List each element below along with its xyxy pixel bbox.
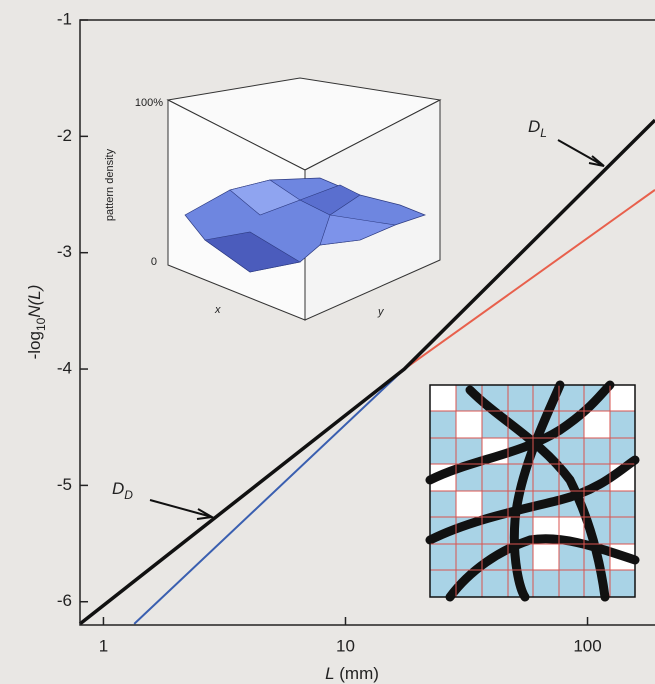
- x-label-part: (mm): [335, 664, 379, 683]
- y-tick-label: -4: [57, 359, 72, 378]
- annotation-part: D: [124, 488, 133, 502]
- y-label-part: N(L): [25, 285, 44, 318]
- x-tick-label: 10: [336, 636, 355, 655]
- inset-label: 100%: [135, 97, 163, 109]
- annotation-part: D: [112, 479, 124, 498]
- inset-label: y: [377, 306, 385, 318]
- line: [404, 190, 655, 369]
- annotation-part: L: [540, 126, 547, 140]
- y-tick-label: -1: [57, 9, 72, 28]
- inset-label: pattern density: [104, 148, 116, 221]
- page: {"chart_data": {"type": "line", "xscale"…: [0, 0, 655, 684]
- chart: 100% 0 pattern density x y -1 -2 -3 -4 -5 -6: [0, 0, 655, 684]
- y-tick-label: -2: [57, 126, 72, 145]
- x-tick-label: 1: [99, 636, 108, 655]
- y-tick-label: -3: [57, 242, 72, 261]
- annotation: DL: [528, 117, 547, 140]
- annotation-part: D: [528, 117, 540, 136]
- arrow: [150, 500, 212, 519]
- x-label-part: L: [325, 664, 334, 683]
- inset-label: 0: [151, 256, 157, 268]
- inset-label: x: [214, 304, 221, 316]
- annotation: DD: [112, 479, 133, 502]
- arrow: [558, 140, 604, 166]
- x-tick-label: 100: [573, 636, 601, 655]
- x-axis-label: L (mm): [325, 664, 379, 683]
- surface-inset: 100% 0 pattern density x y: [104, 78, 440, 320]
- y-axis-label: -log10N(L): [25, 285, 48, 360]
- y-tick-label: -6: [57, 591, 72, 610]
- line: [134, 369, 404, 624]
- grid-inset: [430, 385, 635, 597]
- y-label-part: 10: [34, 317, 48, 331]
- y-label-part: -log: [25, 331, 44, 359]
- y-tick-label: -5: [57, 475, 72, 494]
